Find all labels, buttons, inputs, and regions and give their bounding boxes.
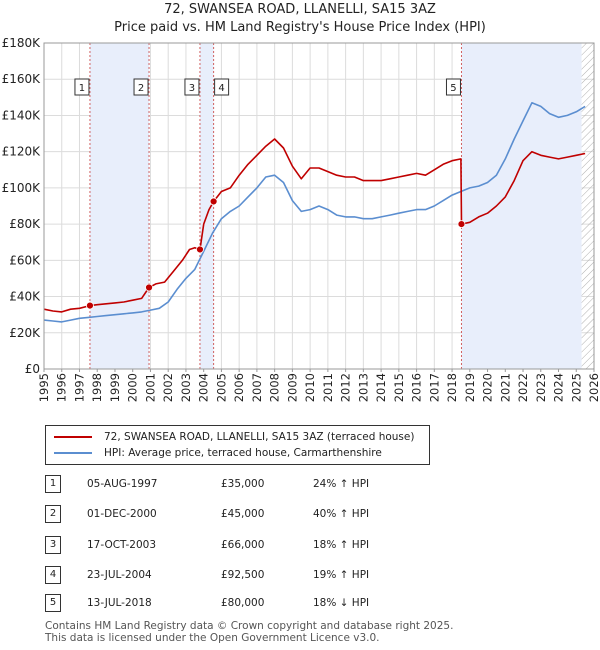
legend-swatch-hpi	[54, 452, 92, 454]
forecast-hatch	[581, 43, 594, 369]
sale-number-box	[133, 78, 149, 96]
x-tick-label: 1996	[55, 373, 69, 402]
y-tick-label: £140K	[2, 108, 42, 122]
y-tick-label: £180K	[2, 36, 42, 50]
y-tick-label: £40K	[9, 290, 41, 304]
x-tick-label: 2007	[250, 373, 264, 402]
sale-number-label: 1	[79, 83, 85, 94]
sale-hpi-diff: 18% ↑ HPI	[313, 539, 370, 551]
x-tick-label: 2000	[126, 373, 140, 402]
sale-date: 05-AUG-1997	[87, 478, 158, 490]
chart-subtitle: Price paid vs. HM Land Registry's House …	[114, 20, 486, 35]
x-tick-label: 2009	[285, 373, 299, 402]
x-tick-label: 2004	[197, 373, 211, 402]
x-tick-label: 2022	[516, 373, 530, 402]
sale-hpi-diff: 19% ↑ HPI	[313, 569, 370, 581]
hpi-line	[43, 102, 586, 323]
footer-copyright: Contains HM Land Registry data © Crown c…	[45, 620, 454, 632]
sale-number: 4	[45, 566, 61, 584]
sale-price: £80,000	[221, 597, 265, 609]
x-tick-label: 2016	[410, 373, 424, 402]
x-tick-label: 1999	[108, 373, 122, 402]
x-tick-label: 2012	[339, 373, 353, 402]
sale-point	[145, 283, 153, 292]
plot-border	[43, 42, 595, 370]
sale-point	[457, 220, 466, 229]
legend-swatch-price	[54, 436, 92, 438]
sale-point	[209, 197, 218, 206]
x-tick-label: 2001	[143, 373, 157, 402]
x-tick-label: 2003	[179, 373, 193, 402]
x-tick-label: 2024	[552, 373, 566, 402]
sale-hpi-diff: 18% ↓ HPI	[313, 597, 370, 609]
x-tick-label: 2026	[587, 373, 600, 402]
x-tick-label: 2023	[534, 373, 548, 402]
sale-price: £45,000	[221, 508, 265, 520]
legend-label-hpi: HPI: Average price, terraced house, Carm…	[104, 447, 382, 459]
y-tick-label: £100K	[2, 181, 42, 195]
chart-title: 72, SWANSEA ROAD, LLANELLI, SA15 3AZ	[164, 2, 436, 17]
x-tick-label: 2020	[481, 373, 495, 402]
y-tick-label: £80K	[9, 217, 41, 231]
legend-item-hpi: HPI: Average price, terraced house, Carm…	[54, 445, 382, 461]
sale-number-box	[184, 78, 200, 96]
sale-point	[196, 245, 204, 254]
x-tick-label: 2011	[321, 373, 335, 402]
chart-area: 1 2 3 4 5 £0 £20K £40K £60K £80K £100K £120K £140K £…	[2, 36, 600, 402]
legend-item-price: 72, SWANSEA ROAD, LLANELLI, SA15 3AZ (te…	[54, 429, 414, 445]
legend-label-price: 72, SWANSEA ROAD, LLANELLI, SA15 3AZ (te…	[104, 431, 415, 443]
x-tick-label: 2021	[498, 373, 512, 402]
sale-price: £35,000	[221, 478, 265, 490]
sale-number-label: 4	[218, 83, 224, 94]
x-tick-label: 2008	[268, 373, 282, 402]
ownership-shade	[199, 43, 214, 369]
sale-number-label: 3	[189, 83, 195, 94]
sale-hpi-diff: 24% ↑ HPI	[313, 478, 370, 490]
x-tick-label: 2017	[427, 373, 441, 402]
sale-date: 13-JUL-2018	[87, 597, 152, 609]
sale-point	[86, 301, 94, 310]
x-tick-label: 2025	[569, 373, 583, 402]
x-tick-label: 2010	[303, 373, 317, 402]
sale-price: £92,500	[221, 569, 265, 581]
x-tick-label: 2015	[392, 373, 406, 402]
x-tick-label: 1995	[37, 373, 51, 402]
sale-number: 2	[45, 505, 61, 523]
x-tick-label: 2013	[356, 373, 370, 402]
sale-number-box	[214, 78, 230, 96]
sale-number-label: 5	[450, 83, 456, 94]
sale-number: 3	[45, 536, 61, 554]
footer-license: This data is licensed under the Open Gov…	[45, 631, 380, 644]
legend: 72, SWANSEA ROAD, LLANELLI, SA15 3AZ (te…	[45, 425, 430, 465]
x-tick-label: 1997	[72, 373, 86, 402]
ownership-shade	[461, 43, 582, 369]
sale-number-box	[74, 78, 90, 96]
price-paid-line	[43, 138, 586, 313]
sale-date: 17-OCT-2003	[87, 539, 156, 551]
sale-number: 5	[45, 594, 61, 612]
x-tick-label: 2006	[232, 373, 246, 402]
sale-date: 01-DEC-2000	[87, 508, 157, 520]
x-tick-label: 2018	[445, 373, 459, 402]
x-tick-label: 2014	[374, 373, 388, 402]
x-tick-label: 1998	[90, 373, 104, 402]
y-tick-label: £120K	[2, 145, 42, 159]
x-tick-label: 2002	[161, 373, 175, 402]
x-tick-label: 2019	[463, 373, 477, 402]
y-tick-label: £20K	[9, 326, 41, 340]
sale-date: 23-JUL-2004	[87, 569, 152, 581]
sale-hpi-diff: 40% ↑ HPI	[313, 508, 370, 520]
sale-number: 1	[45, 475, 61, 493]
sale-price: £66,000	[221, 539, 265, 551]
sale-number-box	[445, 78, 461, 96]
x-tick-label: 2005	[214, 373, 228, 402]
sale-number-label: 2	[138, 83, 144, 94]
y-tick-label: £60K	[9, 253, 41, 267]
footer: Contains HM Land Registry data © Crown c…	[45, 620, 454, 644]
y-tick-label: £0	[25, 362, 40, 376]
y-tick-label: £160K	[2, 72, 42, 86]
